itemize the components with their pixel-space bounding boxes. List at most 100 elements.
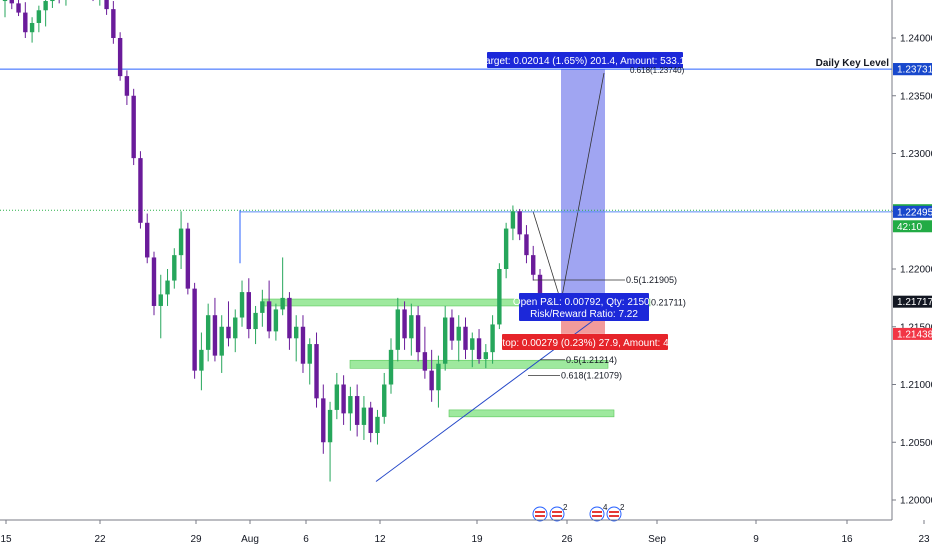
stop-label[interactable]: [502, 334, 668, 350]
candle: [212, 297, 218, 362]
price-badge-text: 42:10: [897, 222, 922, 233]
candle: [415, 305, 421, 362]
candle-body: [476, 338, 482, 360]
candle: [226, 301, 231, 347]
price-badge[interactable]: 1.23731: [893, 63, 932, 76]
target-label[interactable]: [487, 52, 683, 68]
flag-icon-stripe: [592, 511, 602, 513]
candle: [246, 278, 251, 339]
candle-body: [266, 301, 272, 332]
candle: [382, 372, 387, 424]
fib-levels: 0.5(1.21905) 0.5(1.21214) 0.618(1.21079): [528, 275, 677, 380]
candle-body: [199, 349, 204, 371]
candle-body: [205, 315, 211, 350]
candle: [409, 303, 414, 356]
pnl-label[interactable]: [519, 293, 649, 321]
candle-body: [294, 326, 299, 339]
candle: [185, 222, 191, 295]
candle-body: [124, 76, 130, 96]
event-count: 2: [563, 503, 568, 512]
flag-icon[interactable]: 4: [589, 503, 608, 522]
candle: [273, 303, 279, 341]
price-badge[interactable]: 1.22495: [893, 205, 932, 219]
candle-body: [192, 288, 197, 371]
economic-events[interactable]: 2 4 2: [532, 503, 625, 522]
price-badge[interactable]: 1.21438: [893, 327, 932, 341]
candle-body: [388, 349, 394, 385]
horizontal-lines: Daily Key Level: [0, 58, 892, 264]
flag-icon-stripe: [552, 511, 562, 513]
candle: [375, 409, 380, 445]
price-badge-text: 1.23731: [897, 65, 932, 76]
fib-label: 0.5(1.21905): [626, 275, 677, 285]
candle: [510, 205, 516, 241]
candle: [517, 208, 522, 241]
candle: [2, 0, 8, 18]
candle: [50, 0, 55, 8]
candle: [449, 309, 455, 350]
time-tick-label: 9: [753, 534, 759, 545]
candle-body: [517, 211, 522, 235]
candle-body: [172, 255, 177, 281]
candle-body: [307, 344, 312, 364]
candles: [2, 0, 543, 482]
candle-body: [219, 326, 224, 356]
candle-body: [23, 12, 28, 33]
candle: [239, 280, 245, 327]
price-badge[interactable]: 1.21717: [893, 295, 932, 309]
candle-body: [50, 0, 55, 2]
candle: [497, 263, 502, 330]
time-tick-label: 29: [190, 534, 202, 545]
candle: [260, 289, 265, 327]
flag-icon-circle: [589, 506, 605, 522]
candle-body: [36, 10, 42, 23]
position-labels: Target: 0.02014 (1.65%) 201.4, Amount: 5…: [480, 52, 690, 350]
candle-body: [43, 1, 48, 11]
candle-body: [158, 294, 163, 306]
candle-body: [436, 363, 441, 391]
candle: [314, 332, 319, 408]
candle: [199, 332, 204, 391]
pnl-label-text: Open P&L: 0.00792, Qty: 21505: [513, 297, 656, 308]
candle: [354, 384, 360, 437]
candle: [165, 269, 170, 306]
candle: [422, 326, 428, 379]
candle-body: [151, 257, 157, 306]
flag-icon[interactable]: 2: [549, 503, 568, 522]
candle: [172, 248, 177, 289]
support-zone[interactable]: [448, 409, 615, 418]
price-axis[interactable]: 1.240001.235001.230001.225001.220001.215…: [891, 0, 932, 520]
flag-icon[interactable]: 2: [606, 503, 625, 522]
candle-body: [9, 0, 14, 4]
candle-body: [395, 309, 400, 350]
candle: [16, 0, 21, 17]
candle: [99, 0, 101, 6]
candle: [192, 282, 197, 379]
candle-body: [341, 384, 346, 414]
price-tick-label: 1.23500: [900, 91, 932, 102]
price-badge-text: 1.21438: [897, 329, 932, 340]
candle-body: [226, 326, 231, 339]
key-level-label: Daily Key Level: [816, 58, 890, 69]
candle: [43, 0, 48, 27]
time-axis[interactable]: 15 22 29 Aug 6 12 19 26 Sep 9 16 23: [0, 519, 930, 545]
candle-body: [483, 352, 489, 360]
candle-body: [334, 384, 340, 410]
candle-body: [321, 398, 326, 443]
flag-icon[interactable]: [532, 506, 548, 522]
candle: [131, 88, 136, 166]
candle-body: [327, 409, 333, 443]
flag-icon-circle: [549, 506, 565, 522]
candle-body: [111, 9, 116, 38]
candle-body: [29, 22, 35, 33]
candle-body: [415, 315, 421, 353]
candle-body: [117, 38, 123, 77]
candle-body: [470, 338, 475, 350]
position-path: [532, 211, 562, 302]
candle-body: [2, 0, 8, 2]
candle-body: [287, 297, 292, 339]
target-label-text: Target: 0.02014 (1.65%) 201.4, Amount: 5…: [480, 56, 690, 67]
price-badge[interactable]: 42:10: [893, 220, 932, 233]
